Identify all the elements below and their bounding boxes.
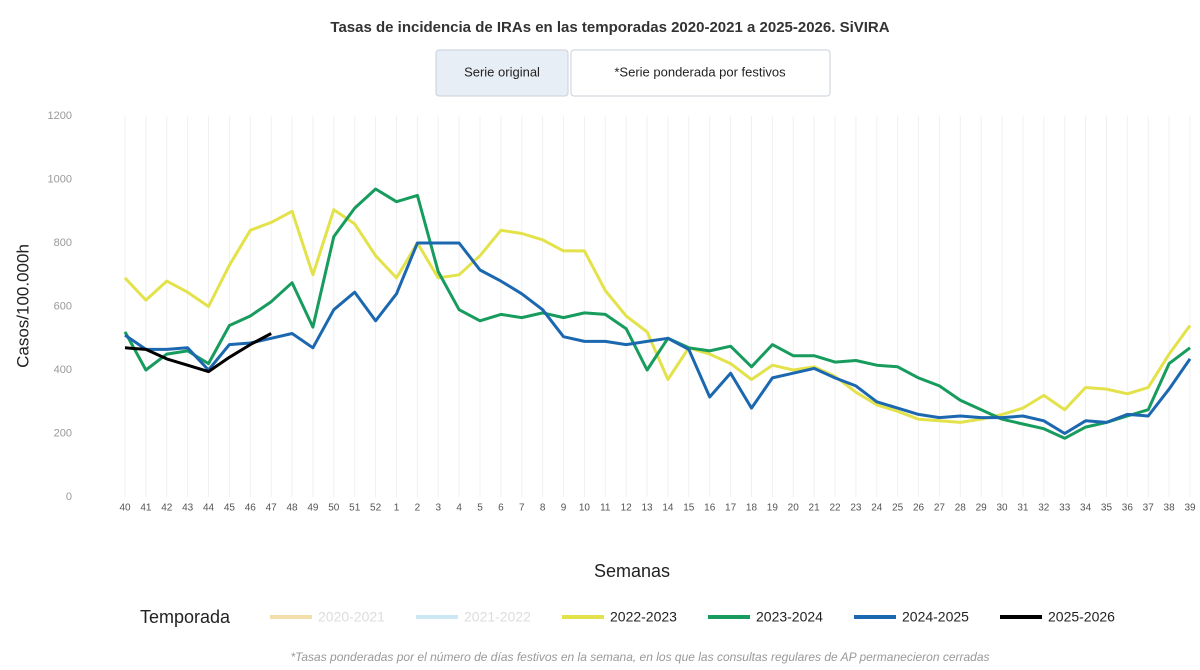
x-tick-label: 33 — [1059, 503, 1071, 514]
x-tick-label: 6 — [498, 503, 504, 514]
button-bg — [435, 49, 569, 97]
legend-title: Temporada — [140, 607, 231, 627]
x-tick-label: 39 — [1184, 503, 1196, 514]
x-tick-label: 44 — [203, 503, 215, 514]
x-tick-label: 49 — [307, 503, 319, 514]
x-tick-label: 50 — [328, 503, 340, 514]
x-tick-label: 31 — [1017, 503, 1029, 514]
x-tick-label: 52 — [370, 503, 382, 514]
button-original[interactable]: Serie original — [435, 49, 569, 97]
legend-item[interactable]: 2021-2022 — [416, 609, 531, 625]
legend-item[interactable]: 2025-2026 — [1000, 609, 1115, 625]
x-tick-label: 5 — [477, 503, 483, 514]
legend-item[interactable]: 2023-2024 — [708, 609, 823, 625]
legend-label: 2022-2023 — [610, 609, 677, 625]
x-tick-label: 41 — [140, 503, 152, 514]
series-line — [124, 332, 272, 374]
x-tick-label: 20 — [788, 503, 800, 514]
x-tick-label: 19 — [767, 503, 779, 514]
x-tick-label: 24 — [871, 503, 883, 514]
x-tick-label: 37 — [1143, 503, 1155, 514]
x-tick-label: 29 — [976, 503, 988, 514]
x-tick-label: 23 — [850, 503, 862, 514]
button-label: *Serie ponderada por festivos — [614, 64, 786, 79]
legend-label: 2020-2021 — [318, 609, 385, 625]
x-tick-label: 15 — [683, 503, 695, 514]
y-tick-label: 0 — [66, 491, 72, 503]
y-tick-label: 800 — [54, 237, 72, 249]
x-tick-label: 36 — [1122, 503, 1134, 514]
x-tick-label: 35 — [1101, 503, 1113, 514]
legend-label: 2023-2024 — [756, 609, 823, 625]
series-line — [124, 241, 1192, 435]
legend-item[interactable]: 2022-2023 — [562, 609, 677, 625]
x-tick-label: 11 — [600, 503, 611, 514]
y-axis-label: Casos/100.000h — [13, 244, 32, 368]
x-tick-label: 16 — [704, 503, 716, 514]
x-tick-label: 21 — [809, 503, 821, 514]
x-tick-label: 45 — [224, 503, 236, 514]
x-tick-label: 40 — [119, 503, 131, 514]
y-tick-label: 1000 — [48, 173, 72, 185]
legend-item[interactable]: 2024-2025 — [854, 609, 969, 625]
x-tick-label: 17 — [725, 503, 737, 514]
x-tick-label: 3 — [435, 503, 441, 514]
series-line — [123, 187, 1191, 440]
y-tick-label: 600 — [54, 300, 72, 312]
legend-item[interactable]: 2020-2021 — [270, 609, 385, 625]
x-tick-label: 10 — [579, 503, 591, 514]
x-tick-label: 25 — [892, 503, 904, 514]
x-tick-label: 48 — [286, 503, 298, 514]
x-tick-label: 42 — [161, 503, 173, 514]
x-tick-label: 18 — [746, 503, 758, 514]
legend-label: 2024-2025 — [902, 609, 969, 625]
x-tick-label: 30 — [996, 503, 1008, 514]
x-tick-label: 38 — [1164, 503, 1176, 514]
button-bg — [570, 49, 831, 97]
x-tick-label: 46 — [245, 503, 257, 514]
legend-label: 2025-2026 — [1048, 609, 1115, 625]
x-tick-label: 47 — [266, 503, 278, 514]
x-tick-label: 12 — [621, 503, 633, 514]
x-tick-label: 1 — [394, 503, 400, 514]
chart-title: Tasas de incidencia de IRAs en las tempo… — [330, 19, 889, 36]
x-tick-label: 34 — [1080, 503, 1092, 514]
x-tick-label: 28 — [955, 503, 967, 514]
y-tick-label: 400 — [54, 364, 72, 376]
x-tick-label: 26 — [913, 503, 925, 514]
x-tick-label: 22 — [829, 503, 841, 514]
x-tick-label: 9 — [561, 503, 567, 514]
x-tick-label: 14 — [662, 503, 674, 514]
x-tick-label: 51 — [349, 503, 361, 514]
x-tick-label: 4 — [456, 503, 462, 514]
y-tick-label: 1200 — [48, 110, 72, 122]
x-tick-label: 27 — [934, 503, 946, 514]
button-label: Serie original — [464, 64, 540, 79]
series-line — [123, 208, 1192, 424]
x-tick-label: 7 — [519, 503, 525, 514]
x-tick-label: 2 — [415, 503, 421, 514]
x-tick-label: 8 — [540, 503, 546, 514]
legend-label: 2021-2022 — [464, 609, 531, 625]
footnote: *Tasas ponderadas por el número de días … — [290, 650, 989, 664]
button-weighted[interactable]: *Serie ponderada por festivos — [570, 49, 831, 97]
y-tick-label: 200 — [54, 427, 72, 439]
x-tick-label: 43 — [182, 503, 194, 514]
x-tick-label: 13 — [641, 503, 653, 514]
x-tick-label: 32 — [1038, 503, 1050, 514]
x-axis-label: Semanas — [594, 561, 670, 581]
